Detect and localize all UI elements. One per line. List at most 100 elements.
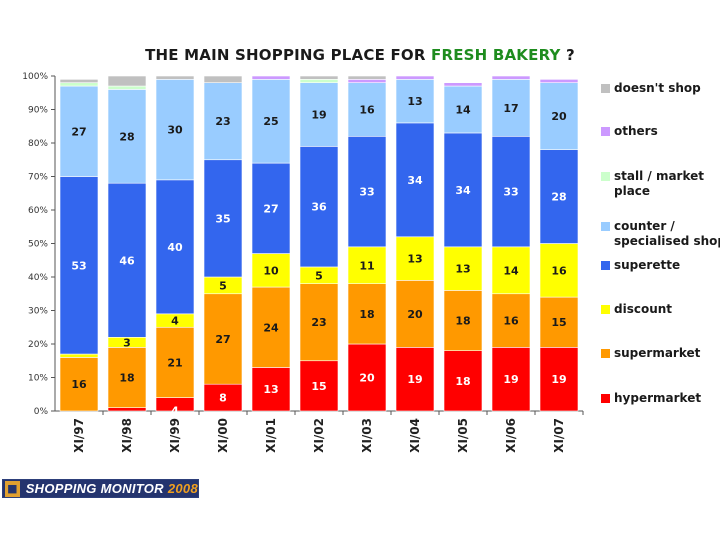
y-tick-label: 30% (28, 307, 48, 317)
data-label: 14 (455, 104, 471, 117)
bar-segment (395, 347, 435, 412)
bar-segment (107, 407, 147, 412)
data-label: 13 (263, 383, 278, 396)
y-tick-label: 20% (28, 340, 48, 350)
data-label: 5 (219, 279, 227, 292)
legend-swatch (601, 305, 610, 314)
bar-segment (539, 347, 579, 412)
data-label: 19 (407, 373, 422, 386)
chart-title: THE MAIN SHOPPING PLACE FOR FRESH BAKERY… (0, 46, 720, 64)
bar-segment (155, 326, 195, 398)
logo-year: 2008 (167, 481, 198, 496)
data-label: 20 (551, 110, 567, 123)
data-label: 5 (315, 269, 323, 282)
bar-segment (299, 82, 339, 147)
bar-segment (539, 79, 579, 83)
bar-segment (59, 82, 99, 87)
legend-swatch (601, 222, 610, 231)
data-label: 13 (407, 253, 422, 266)
bar-segment (251, 367, 291, 412)
x-tick-label: XI/06 (504, 418, 518, 453)
legend-label: doesn't shop (614, 81, 701, 95)
legend-swatch (601, 349, 610, 358)
data-label: 13 (407, 95, 422, 108)
data-label: 4 (171, 315, 179, 328)
bar-segment (443, 350, 483, 412)
legend-swatch (601, 394, 610, 403)
data-label: 25 (263, 115, 278, 128)
data-label: 53 (71, 259, 86, 272)
bar-segment (443, 82, 483, 87)
data-label: 34 (455, 184, 471, 197)
data-label: 13 (455, 263, 470, 276)
bar-segment (107, 347, 147, 408)
legend-label: specialised shop (614, 234, 720, 248)
bar-segment (155, 179, 195, 315)
bar-segment (539, 82, 579, 150)
bar-segment (491, 246, 531, 295)
bar-segment (443, 85, 483, 134)
data-label: 24 (263, 321, 279, 334)
data-label: 28 (551, 191, 566, 204)
x-tick-label: XI/99 (168, 418, 182, 453)
bar-segment (347, 343, 387, 412)
data-label: 15 (311, 380, 326, 393)
data-label: 8 (219, 392, 227, 405)
title-prefix: THE MAIN SHOPPING PLACE FOR (145, 46, 426, 64)
legend-label: others (614, 124, 658, 138)
bar-segment (395, 236, 435, 281)
y-tick-label: 80% (28, 139, 48, 149)
data-label: 35 (215, 212, 230, 225)
data-label: 16 (71, 378, 87, 391)
bar-segment (491, 347, 531, 412)
title-suffix: ? (566, 46, 575, 64)
bar-segment (443, 246, 483, 291)
x-tick-label: XI/97 (72, 418, 86, 453)
data-label: 19 (551, 373, 566, 386)
data-label: 23 (311, 316, 326, 329)
data-label: 28 (119, 130, 134, 143)
bar-segment (539, 149, 579, 244)
bar-segment (251, 75, 291, 80)
bar-segment (443, 290, 483, 351)
bar-segment (59, 79, 99, 83)
data-label: 33 (359, 186, 374, 199)
bar-segment (59, 85, 99, 177)
legend-swatch (601, 84, 610, 93)
y-tick-label: 40% (28, 273, 48, 283)
shopping-monitor-logo: ■ SHOPPING MONITOR 2008 (2, 479, 199, 498)
bar-segment (299, 79, 339, 83)
data-label: 3 (123, 336, 131, 349)
bar-segment (491, 79, 531, 137)
y-tick-label: 10% (28, 374, 48, 384)
bar-segment (347, 246, 387, 285)
bar-segment (299, 75, 339, 80)
data-label: 46 (119, 254, 135, 267)
data-label: 16 (359, 104, 375, 117)
data-label: 16 (551, 264, 567, 277)
x-tick-label: XI/03 (360, 418, 374, 453)
bar-segment (299, 283, 339, 362)
x-tick-label: XI/04 (408, 418, 422, 453)
data-label: 19 (503, 373, 518, 386)
y-tick-label: 60% (28, 206, 48, 216)
data-label: 33 (503, 186, 518, 199)
bar-segment (491, 136, 531, 248)
bar-segment (491, 75, 531, 80)
y-tick-label: 50% (28, 240, 48, 250)
bar-segment (347, 79, 387, 83)
data-label: 21 (167, 356, 182, 369)
bar-segment (155, 75, 195, 80)
legend-swatch (601, 127, 610, 136)
bar-segment (59, 357, 99, 412)
data-label: 20 (359, 372, 375, 385)
data-label: 27 (71, 125, 86, 138)
x-tick-label: XI/07 (552, 418, 566, 453)
bar-segment (155, 79, 195, 181)
data-label: 11 (359, 259, 374, 272)
data-label: 36 (311, 201, 327, 214)
bar-segment (347, 75, 387, 80)
bar-segment (443, 132, 483, 248)
data-label: 4 (171, 404, 179, 417)
